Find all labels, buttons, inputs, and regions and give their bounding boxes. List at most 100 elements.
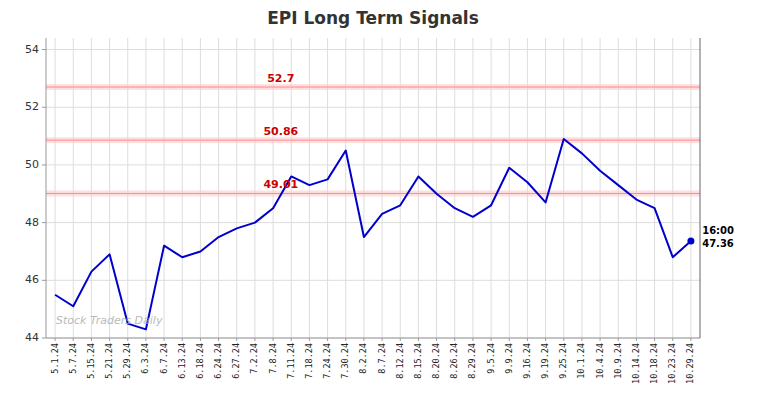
- x-tick-label: 9.5.24: [486, 343, 496, 374]
- y-grid: [46, 107, 700, 108]
- x-tick-label: 9.9.24: [504, 343, 514, 374]
- x-grid: [600, 38, 601, 338]
- x-grid: [200, 38, 201, 338]
- y-tick: [42, 280, 46, 281]
- y-tick-label: 52: [25, 100, 39, 113]
- x-tick-label: 8.7.24: [377, 343, 387, 374]
- x-tick: [654, 338, 655, 341]
- x-tick-label: 7.8.24: [268, 343, 278, 374]
- x-grid: [581, 38, 582, 338]
- x-tick: [254, 338, 255, 341]
- x-grid: [382, 38, 383, 338]
- x-tick-label: 5.15.24: [86, 343, 96, 379]
- x-tick: [690, 338, 691, 341]
- x-tick-label: 7.24.24: [322, 343, 332, 379]
- x-tick: [509, 338, 510, 341]
- x-grid: [55, 38, 56, 338]
- x-grid: [345, 38, 346, 338]
- y-tick-label: 46: [25, 273, 39, 286]
- x-tick-label: 7.11.24: [286, 343, 296, 379]
- end-annotation-time: 16:00: [702, 225, 734, 236]
- x-tick-label: 6.13.24: [177, 343, 187, 379]
- x-tick: [636, 338, 637, 341]
- x-tick-label: 9.19.24: [540, 343, 550, 379]
- x-tick: [472, 338, 473, 341]
- reference-label: 49.01: [263, 178, 298, 191]
- x-grid: [127, 38, 128, 338]
- x-grid: [109, 38, 110, 338]
- plot-area: [46, 84, 700, 329]
- x-grid: [690, 38, 691, 338]
- x-grid: [436, 38, 437, 338]
- grid: [46, 38, 700, 338]
- x-axis-line: [46, 338, 700, 339]
- x-grid: [418, 38, 419, 338]
- x-grid: [309, 38, 310, 338]
- right-border: [700, 38, 701, 338]
- reference-label: 50.86: [263, 125, 298, 138]
- title: EPI Long Term Signals: [267, 8, 479, 28]
- x-grid: [145, 38, 146, 338]
- reference-line: [46, 87, 700, 88]
- x-tick: [418, 338, 419, 341]
- x-tick: [200, 338, 201, 341]
- y-grid: [46, 49, 700, 50]
- x-tick: [218, 338, 219, 341]
- x-tick: [527, 338, 528, 341]
- x-tick-label: 7.30.24: [340, 343, 350, 379]
- y-tick: [42, 164, 46, 165]
- x-tick-label: 9.25.24: [558, 343, 568, 379]
- x-tick: [600, 338, 601, 341]
- x-tick-label: 10.9.24: [613, 343, 623, 379]
- y-tick-label: 44: [25, 331, 39, 344]
- x-tick-label: 8.12.24: [395, 343, 405, 379]
- x-grid: [672, 38, 673, 338]
- x-tick: [545, 338, 546, 341]
- y-tick: [42, 338, 46, 339]
- x-tick: [491, 338, 492, 341]
- reference-label: 52.7: [267, 72, 294, 85]
- y-tick: [42, 107, 46, 108]
- reference-band: [46, 84, 700, 90]
- y-axis-line: [46, 38, 47, 338]
- texts: EPI Long Term Signals52.750.8649.01Stock…: [56, 8, 734, 327]
- y-tick-label: 48: [25, 216, 39, 229]
- x-tick-label: 6.24.24: [213, 343, 223, 379]
- x-tick: [309, 338, 310, 341]
- x-tick-label: 8.26.24: [449, 343, 459, 379]
- x-tick: [581, 338, 582, 341]
- x-tick: [327, 338, 328, 341]
- x-tick-label: 8.20.24: [431, 343, 441, 379]
- x-tick-label: 5.7.24: [68, 343, 78, 374]
- x-tick-label: 10.4.24: [595, 343, 605, 379]
- axes: 4446485052545.1.245.7.245.15.245.21.245.…: [25, 38, 700, 384]
- x-tick-label: 8.29.24: [467, 343, 477, 379]
- y-tick: [42, 49, 46, 50]
- x-grid: [491, 38, 492, 338]
- x-grid: [254, 38, 255, 338]
- chart: 4446485052545.1.245.7.245.15.245.21.245.…: [0, 0, 784, 398]
- x-grid: [400, 38, 401, 338]
- x-tick: [672, 338, 673, 341]
- x-grid: [164, 38, 165, 338]
- x-tick-label: 10.1.24: [576, 343, 586, 379]
- x-tick-label: 7.2.24: [249, 343, 259, 374]
- x-tick-label: 5.21.24: [104, 343, 114, 379]
- x-grid: [472, 38, 473, 338]
- x-grid: [91, 38, 92, 338]
- reference-band: [46, 190, 700, 196]
- x-tick: [236, 338, 237, 341]
- x-tick: [454, 338, 455, 341]
- end-point: [687, 238, 694, 245]
- price-line: [55, 139, 691, 329]
- x-grid: [654, 38, 655, 338]
- x-grid: [563, 38, 564, 338]
- x-tick-label: 10.29.24: [685, 343, 695, 384]
- y-grid: [46, 164, 700, 165]
- x-tick: [55, 338, 56, 341]
- y-grid: [46, 338, 700, 339]
- y-grid: [46, 222, 700, 223]
- x-tick: [145, 338, 146, 341]
- x-grid: [636, 38, 637, 338]
- x-grid: [327, 38, 328, 338]
